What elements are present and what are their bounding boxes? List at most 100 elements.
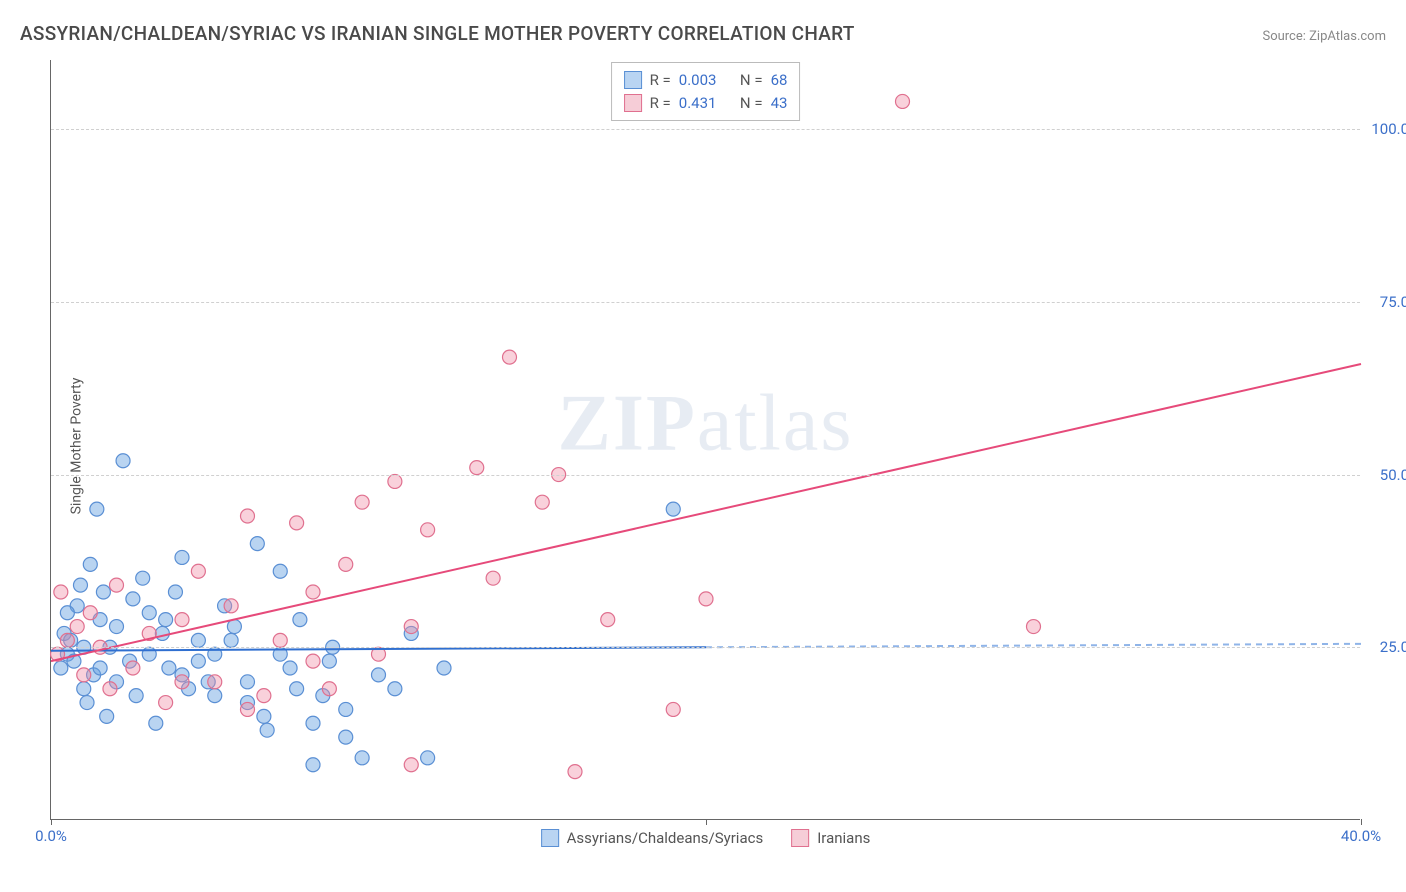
series-1-n-value: 43 [771,92,788,115]
scatter-point [306,585,320,599]
legend-label-1: Iranians [817,829,870,847]
scatter-point [273,633,287,647]
scatter-point [136,571,150,585]
scatter-point [191,564,205,578]
x-tick [1361,819,1362,825]
scatter-point [699,592,713,606]
legend-label-0: Assyrians/Chaldeans/Syriacs [567,829,764,847]
series-0-n-value: 68 [771,69,788,92]
legend-item-series-0: Assyrians/Chaldeans/Syriacs [541,829,764,847]
source-attribution: Source: ZipAtlas.com [1262,29,1386,44]
scatter-point [421,751,435,765]
scatter-point [503,350,517,364]
scatter-point [191,633,205,647]
scatter-point [149,716,163,730]
scatter-point [103,682,117,696]
stats-row-series-0: R = 0.003 N = 68 [624,69,788,92]
r-label: R = [650,69,671,92]
scatter-point [208,675,222,689]
series-0-r-value: 0.003 [679,69,717,92]
scatter-point [666,702,680,716]
r-label: R = [650,92,671,115]
legend-swatch-0-icon [541,829,559,847]
plot-area: ZIPatlas R = 0.003 N = 68 R = 0.431 N = … [50,60,1360,820]
scatter-point [159,613,173,627]
scatter-point [290,516,304,530]
series-1-swatch-icon [624,94,642,112]
scatter-point [293,613,307,627]
scatter-point [168,585,182,599]
scatter-point [54,661,68,675]
scatter-point [142,606,156,620]
scatter-point [250,537,264,551]
gridline [51,475,1360,476]
scatter-point [54,585,68,599]
scatter-point [257,689,271,703]
scatter-point [162,661,176,675]
scatter-point [129,689,143,703]
scatter-point [355,495,369,509]
x-tick-label: 40.0% [1341,827,1381,845]
scatter-point [83,606,97,620]
x-tick [51,819,52,825]
scatter-point [372,668,386,682]
scatter-point [306,716,320,730]
y-tick-label: 100.0% [1371,120,1406,138]
y-tick-label: 75.0% [1380,293,1406,311]
scatter-point [1027,620,1041,634]
series-1-r-value: 0.431 [679,92,717,115]
scatter-point [100,709,114,723]
scatter-point [421,523,435,537]
series-0-swatch-icon [624,71,642,89]
scatter-point [290,682,304,696]
scatter-point [355,751,369,765]
scatter-point [535,495,549,509]
scatter-point [260,723,274,737]
scatter-point [666,502,680,516]
scatter-point [224,599,238,613]
scatter-point [126,661,140,675]
chart-header: ASSYRIAN/CHALDEAN/SYRIAC VS IRANIAN SING… [20,22,1386,45]
scatter-point [339,730,353,744]
bottom-legend: Assyrians/Chaldeans/Syriacs Iranians [541,829,871,847]
x-tick [706,819,707,825]
scatter-point [70,620,84,634]
scatter-point [339,702,353,716]
scatter-point [306,758,320,772]
scatter-point [191,654,205,668]
correlation-stats-box: R = 0.003 N = 68 R = 0.431 N = 43 [611,62,801,121]
scatter-point [339,557,353,571]
n-label: N = [740,69,763,92]
scatter-point [60,606,74,620]
scatter-point [60,633,74,647]
scatter-point [90,502,104,516]
scatter-point [175,613,189,627]
scatter-point [159,696,173,710]
scatter-point [155,626,169,640]
scatter-point [273,564,287,578]
scatter-point [96,585,110,599]
scatter-point [80,696,94,710]
scatter-point [110,578,124,592]
gridline [51,302,1360,303]
scatter-point [388,682,402,696]
scatter-point [73,578,87,592]
scatter-point [93,661,107,675]
scatter-point [241,509,255,523]
scatter-point [322,654,336,668]
scatter-point [896,94,910,108]
scatter-point [601,613,615,627]
scatter-point [110,620,124,634]
scatter-point [227,620,241,634]
legend-item-series-1: Iranians [791,829,870,847]
gridline [51,647,1360,648]
scatter-point [83,557,97,571]
x-tick-label: 0.0% [35,827,67,845]
gridline [51,129,1360,130]
scatter-point [322,682,336,696]
scatter-point [77,668,91,682]
stats-row-series-1: R = 0.431 N = 43 [624,92,788,115]
scatter-point [241,702,255,716]
scatter-point [224,633,238,647]
scatter-point [257,709,271,723]
